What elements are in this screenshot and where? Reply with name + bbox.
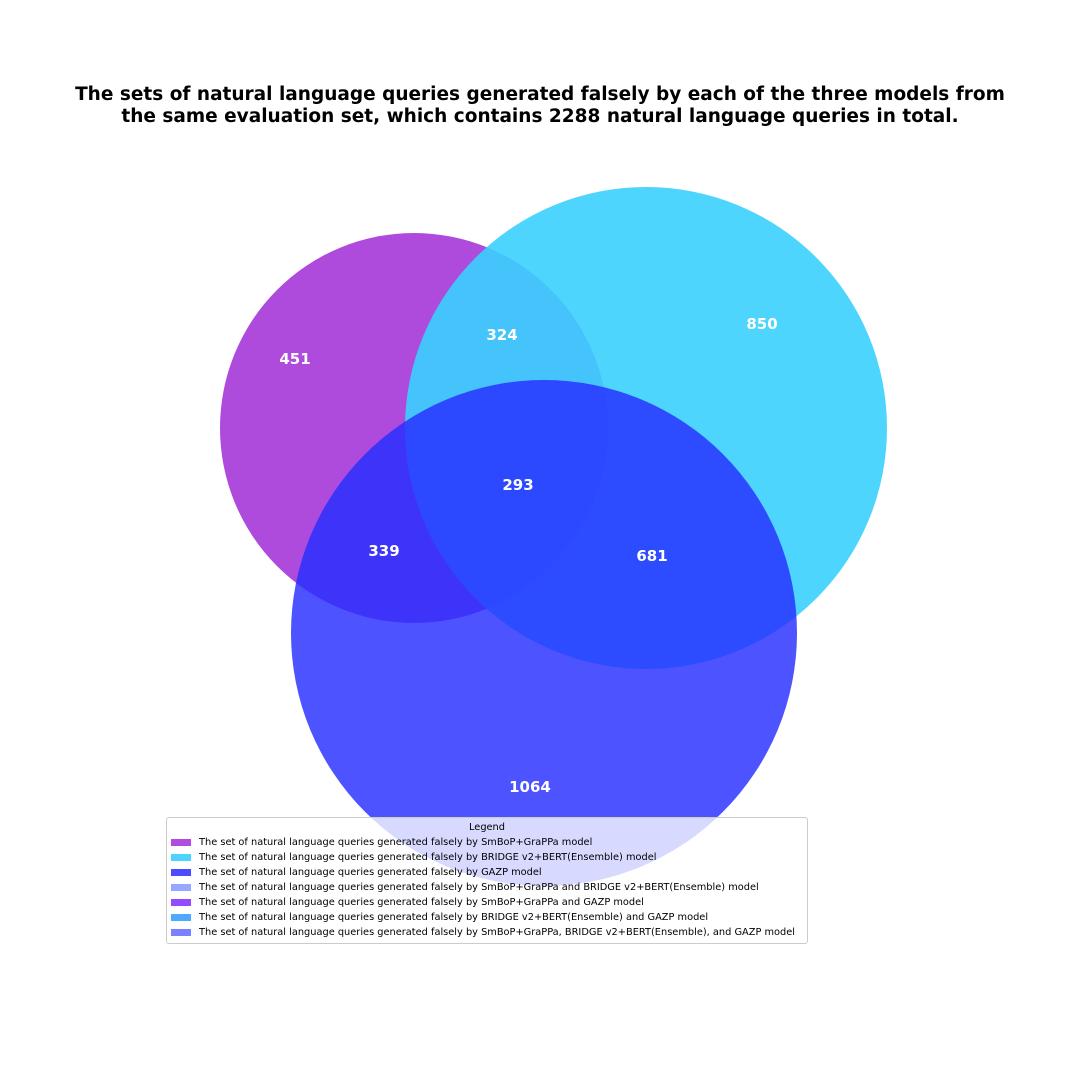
region-smbop-only-count: 451: [279, 350, 310, 368]
legend-swatch: [171, 884, 191, 891]
legend-item-gazp: The set of natural language queries gene…: [171, 865, 803, 880]
region-gazp-only-count: 1064: [509, 778, 551, 796]
legend-swatch: [171, 899, 191, 906]
legend-item-smbop-gazp: The set of natural language queries gene…: [171, 895, 803, 910]
legend-swatch: [171, 914, 191, 921]
legend-label: The set of natural language queries gene…: [199, 867, 542, 878]
region-bridge-only-count: 850: [746, 315, 777, 333]
region-smbop-bridge-count: 324: [486, 326, 517, 344]
legend-label: The set of natural language queries gene…: [199, 897, 644, 908]
chart-title: The sets of natural language queries gen…: [0, 84, 1080, 127]
legend-item-bridge-gazp: The set of natural language queries gene…: [171, 910, 803, 925]
legend-label: The set of natural language queries gene…: [199, 912, 709, 923]
legend-title: Legend: [469, 822, 505, 833]
legend-label: The set of natural language queries gene…: [199, 927, 795, 938]
legend-label: The set of natural language queries gene…: [199, 882, 759, 893]
chart-title-line-1: The sets of natural language queries gen…: [75, 84, 1005, 105]
legend-label: The set of natural language queries gene…: [199, 852, 657, 863]
legend-item-all-three: The set of natural language queries gene…: [171, 925, 803, 940]
legend-swatch: [171, 839, 191, 846]
legend-item-smbop: The set of natural language queries gene…: [171, 835, 803, 850]
legend-swatch: [171, 854, 191, 861]
region-bridge-gazp-count: 681: [636, 547, 667, 565]
region-all-three-count: 293: [502, 476, 533, 494]
legend: Legend The set of natural language queri…: [166, 817, 808, 944]
legend-item-bridge: The set of natural language queries gene…: [171, 850, 803, 865]
chart-title-line-2: the same evaluation set, which contains …: [121, 105, 959, 127]
legend-swatch: [171, 869, 191, 876]
set-gazp-circle: [291, 380, 797, 886]
legend-label: The set of natural language queries gene…: [199, 837, 593, 848]
legend-swatch: [171, 929, 191, 936]
region-smbop-gazp-count: 339: [368, 542, 399, 560]
legend-item-smbop-bridge: The set of natural language queries gene…: [171, 880, 803, 895]
